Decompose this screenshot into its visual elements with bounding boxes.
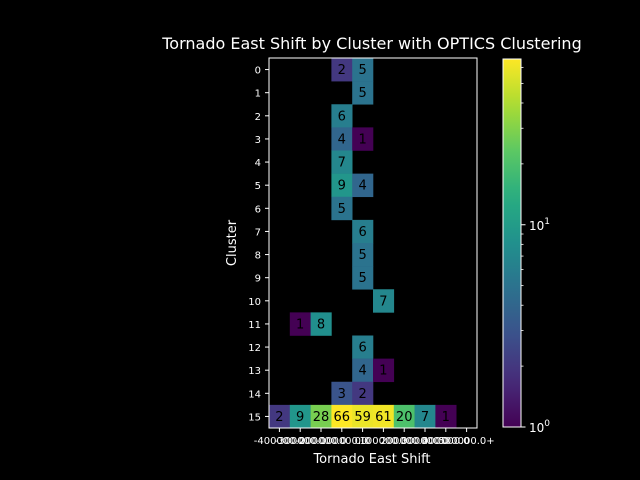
cell-label: 5	[358, 271, 366, 286]
cell-label: 61	[375, 410, 392, 425]
cell-label: 6	[358, 225, 366, 240]
cell-label: 2	[275, 410, 283, 425]
heatmap-cell	[352, 335, 374, 359]
heatmap-cell	[269, 404, 291, 429]
heatmap-cell	[289, 404, 311, 429]
x-tick-label: 400000.0	[422, 436, 470, 447]
x-tick-label: 0.0	[355, 436, 371, 447]
cell-label: 6	[358, 341, 366, 356]
cell-label: 4	[358, 179, 366, 194]
x-tick-label: -300000.0	[275, 436, 326, 447]
heatmap-cell	[414, 404, 436, 429]
cell-label: 5	[338, 202, 346, 217]
heatmap-cell	[435, 404, 457, 429]
heatmap-cell	[352, 58, 374, 82]
cell-label: 9	[296, 410, 304, 425]
y-tick-label: 6	[255, 204, 261, 215]
heatmap-cell	[331, 58, 353, 82]
heatmap-cell	[331, 381, 353, 406]
y-tick-label: 10	[248, 297, 261, 308]
heatmap-cell	[331, 173, 353, 198]
cell-label: 28	[313, 410, 330, 425]
colorbar-gradient	[503, 59, 521, 427]
cell-label: 2	[358, 387, 366, 402]
y-tick-label: 1	[255, 89, 261, 100]
heatmap-cell	[352, 219, 374, 244]
cell-label: 4	[338, 132, 346, 147]
x-tick-label: -200000.0	[295, 436, 346, 447]
heatmap-cell	[352, 381, 374, 406]
x-tick-label: 500000.0+	[439, 436, 495, 447]
y-tick-label: 3	[255, 135, 261, 146]
y-axis-label: Cluster	[225, 219, 240, 266]
y-tick-label: 12	[248, 343, 261, 354]
x-tick-label: -400000.0	[254, 436, 305, 447]
cell-label: 8	[317, 317, 325, 332]
cell-label: 1	[358, 132, 366, 147]
y-tick-label: 5	[255, 181, 261, 192]
y-tick-label: 8	[255, 251, 261, 262]
heatmap-cell	[289, 312, 311, 336]
cell-label: 5	[358, 248, 366, 263]
heatmap-cell	[352, 127, 374, 151]
chart-title: Tornado East Shift by Cluster with OPTIC…	[161, 34, 581, 53]
heatmap-cell	[310, 312, 332, 336]
heatmap-cell	[331, 404, 353, 429]
heatmap-cell	[352, 173, 374, 198]
cell-label: 9	[338, 179, 346, 194]
y-tick-label: 7	[255, 227, 261, 238]
heatmap-cell	[352, 266, 374, 290]
cell-label: 4	[358, 364, 366, 379]
x-tick-label: 100000.0	[360, 436, 408, 447]
colorbar: 100 101	[502, 58, 550, 435]
cell-label: 3	[338, 387, 346, 402]
cell-label: 7	[379, 294, 387, 309]
cell-label: 20	[396, 410, 413, 425]
x-tick-label: 300000.0	[401, 436, 449, 447]
heatmap-cell	[393, 404, 415, 429]
y-tick-label: 14	[248, 389, 261, 400]
cell-label: 2	[338, 63, 346, 78]
cell-label: 1	[442, 410, 450, 425]
heatmap-cell	[373, 358, 395, 383]
y-tick-label: 0	[255, 66, 261, 77]
heatmap-cell	[352, 404, 374, 429]
heatmap-cell	[373, 404, 395, 429]
y-tick-label: 2	[255, 112, 261, 123]
y-tick-label: 9	[255, 274, 261, 285]
y-tick-label: 4	[255, 158, 261, 169]
heatmap-cell	[310, 404, 332, 429]
colorbar-tick-label: 101	[529, 217, 550, 233]
cell-label: 1	[379, 364, 387, 379]
cell-label: 1	[296, 317, 304, 332]
cell-label: 66	[334, 410, 351, 425]
heatmap-cell	[331, 127, 353, 151]
x-tick-label: -100000.0	[316, 436, 367, 447]
heatmap-cell	[352, 243, 374, 267]
plot-frame	[268, 57, 478, 429]
colorbar-tick-label: 100	[529, 419, 550, 435]
heatmap-cell	[373, 289, 395, 313]
colorbar-frame	[502, 58, 522, 428]
cell-label: 7	[338, 156, 346, 171]
heatmap-cell	[331, 150, 353, 174]
cell-label: 7	[421, 410, 429, 425]
heatmap-cell	[331, 104, 353, 128]
cell-label: 59	[354, 410, 371, 425]
cell-label: 5	[358, 86, 366, 101]
x-axis-label: Tornado East Shift	[312, 452, 430, 467]
heatmap-cell	[352, 358, 374, 383]
heatmap-axes: 0123456789101112131415-400000.0-300000.0…	[248, 57, 495, 447]
y-tick-label: 11	[248, 320, 261, 331]
x-tick-label: 200000.0	[380, 436, 428, 447]
cell-label: 6	[338, 109, 346, 124]
y-tick-label: 13	[248, 366, 261, 377]
heatmap-cell	[331, 196, 353, 221]
cell-label: 5	[358, 63, 366, 78]
heatmap-cell	[352, 81, 374, 105]
y-tick-label: 15	[248, 412, 261, 423]
